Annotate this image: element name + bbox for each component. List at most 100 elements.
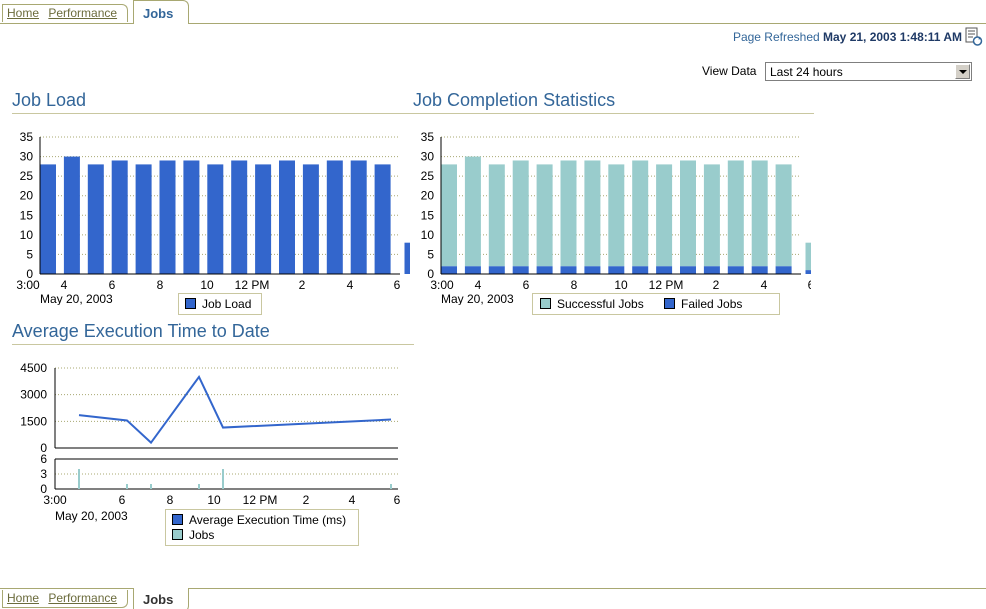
job-completion-chart: 0 5 10 15 20 25 30 35 3:00 4 6 8 10 12 PM 2 4 6 May 20, 2… xyxy=(421,130,811,305)
bar xyxy=(751,160,768,267)
x-tick-label: 6 xyxy=(394,278,401,292)
legend-label: Job Load xyxy=(202,297,252,311)
tab-home-link[interactable]: Home xyxy=(7,6,40,20)
bar xyxy=(703,164,720,267)
y-tick-label: 20 xyxy=(421,189,435,203)
x-tick-label: 10 xyxy=(207,493,221,507)
view-data-group: View Data xyxy=(702,63,756,78)
bar xyxy=(656,266,673,274)
bar xyxy=(536,266,553,274)
x-tick-label: 2 xyxy=(303,493,310,507)
tab-jobs-active[interactable]: Jobs xyxy=(133,588,189,609)
bar xyxy=(222,469,224,489)
bar xyxy=(751,266,768,274)
bar xyxy=(87,164,104,274)
bar xyxy=(40,164,56,274)
y-tick-label: 30 xyxy=(421,150,435,164)
bar xyxy=(78,469,80,489)
x-tick-label: 6 xyxy=(523,278,530,292)
x-tick-label: 4 xyxy=(761,278,768,292)
bar xyxy=(390,484,392,489)
refresh-icon[interactable] xyxy=(965,27,983,47)
bar xyxy=(560,266,577,274)
y-tick-label: 6 xyxy=(40,452,47,466)
legend-swatch xyxy=(172,529,183,540)
section-title-completion: Job Completion Statistics xyxy=(413,90,616,110)
bar xyxy=(326,160,343,274)
x-tick-label: 12 PM xyxy=(649,278,684,292)
bar xyxy=(775,164,792,267)
view-data-select[interactable]: Last 24 hours xyxy=(765,62,972,81)
y-tick-label: 25 xyxy=(421,169,435,183)
y-tick-label: 0 xyxy=(40,482,47,496)
tab-jobs-active[interactable]: Jobs xyxy=(133,0,189,24)
x-tick-label: 8 xyxy=(167,493,174,507)
y-tick-label: 35 xyxy=(20,130,34,144)
bar xyxy=(135,164,152,274)
section-title-avg-exec: Average Execution Time to Date xyxy=(12,321,270,341)
bar xyxy=(207,164,224,274)
y-tick-label: 10 xyxy=(20,228,34,242)
section-title-job-load: Job Load xyxy=(12,90,87,110)
x-tick-label: 6 xyxy=(394,493,401,507)
x-tick-label: 6 xyxy=(119,493,126,507)
bar xyxy=(560,160,577,267)
x-tick-label: 4 xyxy=(61,278,68,292)
x-tick-label: 3:00 xyxy=(430,278,454,292)
tab-home-link[interactable]: Home xyxy=(7,591,40,605)
x-tick-label: 12 PM xyxy=(243,493,278,507)
x-tick-label: 2 xyxy=(713,278,720,292)
x-tick-label: 8 xyxy=(571,278,578,292)
y-tick-label: 5 xyxy=(427,247,434,261)
bar xyxy=(374,164,391,274)
bar xyxy=(350,160,367,274)
x-tick-label: 10 xyxy=(614,278,628,292)
page-refreshed-timestamp: May 21, 2003 1:48:11 AM xyxy=(823,30,962,44)
x-tick-label: 4 xyxy=(347,278,354,292)
bar xyxy=(727,266,744,274)
bar xyxy=(680,266,696,274)
x-axis-date-label: May 20, 2003 xyxy=(441,292,514,305)
bar xyxy=(584,160,601,267)
y-tick-label: 25 xyxy=(20,169,34,183)
legend-item-failed: Failed Jobs xyxy=(664,297,742,311)
chevron-down-icon[interactable] xyxy=(955,64,970,79)
legend-swatch xyxy=(185,298,196,309)
bar xyxy=(464,266,481,274)
bar xyxy=(584,266,601,274)
bar xyxy=(159,160,176,274)
bar xyxy=(111,160,128,274)
bar xyxy=(183,160,200,274)
y-tick-label: 3 xyxy=(40,467,47,481)
bottom-tab-bar: Home Performance Jobs xyxy=(0,585,986,609)
legend-item-successful: Successful Jobs xyxy=(540,297,644,311)
x-tick-label: 8 xyxy=(157,278,164,292)
bar xyxy=(404,242,410,274)
x-tick-label: 10 xyxy=(200,278,214,292)
view-data-selected: Last 24 hours xyxy=(770,65,843,79)
x-tick-label: 12 PM xyxy=(235,278,270,292)
y-tick-label: 10 xyxy=(421,228,435,242)
bar xyxy=(775,266,792,274)
y-tick-label: 35 xyxy=(421,130,435,144)
bar xyxy=(512,160,529,267)
legend-item-jobs: Jobs xyxy=(172,528,214,542)
legend-swatch xyxy=(172,514,183,525)
tab-performance-link[interactable]: Performance xyxy=(48,6,118,20)
x-tick-label: 2 xyxy=(299,278,306,292)
bar xyxy=(255,164,272,274)
legend-label: Failed Jobs xyxy=(681,297,743,311)
tab-links-group: Home Performance xyxy=(2,590,129,608)
legend-label: Average Execution Time (ms) xyxy=(189,513,347,527)
bar xyxy=(512,266,529,274)
legend-label: Successful Jobs xyxy=(557,297,644,311)
top-tab-bar: Home Performance Jobs xyxy=(0,0,986,24)
bar xyxy=(198,484,200,489)
bar xyxy=(727,160,744,267)
tab-performance-link[interactable]: Performance xyxy=(48,591,118,605)
avg-exec-legend: Average Execution Time (ms) Jobs xyxy=(165,509,359,546)
x-axis-date-label: May 20, 2003 xyxy=(40,292,113,305)
bar xyxy=(805,270,811,274)
job-completion-legend: Successful Jobs Failed Jobs xyxy=(532,293,780,315)
x-tick-label: 3:00 xyxy=(43,493,67,507)
